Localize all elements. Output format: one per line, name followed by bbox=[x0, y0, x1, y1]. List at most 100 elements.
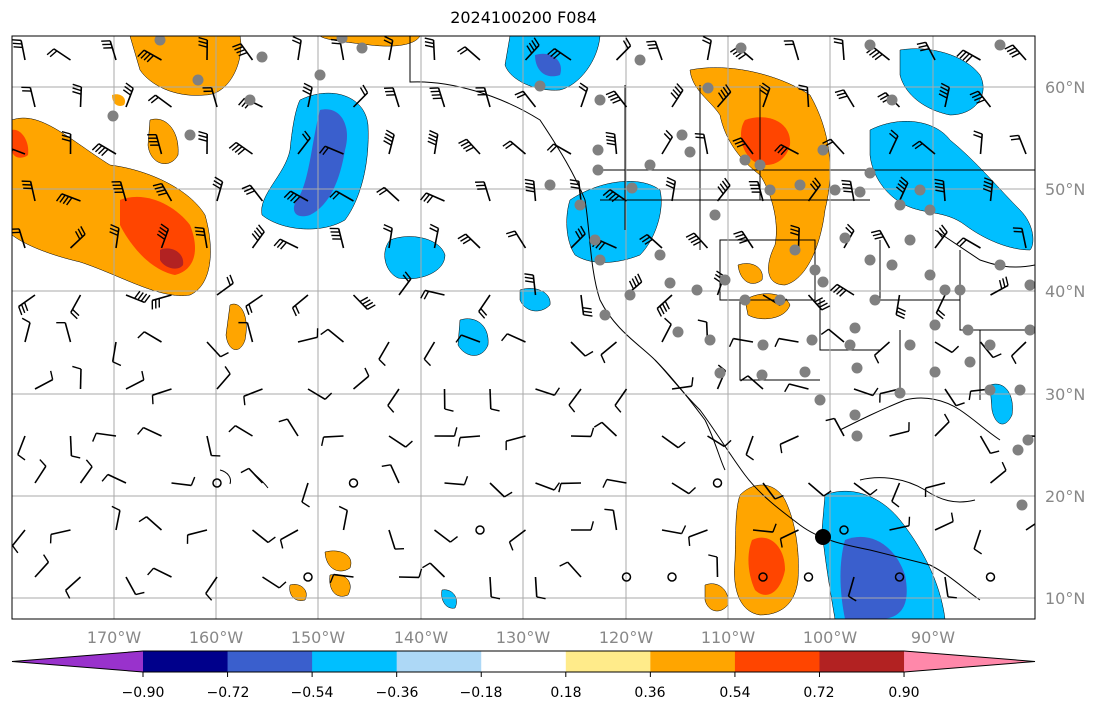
wind-barb-flag bbox=[816, 299, 826, 306]
wind-barb-flag bbox=[688, 487, 697, 495]
wind-barb-flag bbox=[332, 192, 340, 200]
wind-barb-flag bbox=[525, 189, 535, 193]
station-dot bbox=[849, 409, 861, 421]
wind-barb-flag bbox=[1006, 47, 1016, 53]
wind-barb-flag bbox=[463, 143, 472, 150]
wind-barb-flag bbox=[916, 41, 926, 45]
wind-barb bbox=[752, 529, 773, 533]
station-dot bbox=[534, 80, 546, 92]
wind-barb-flag bbox=[383, 223, 393, 229]
wind-barb-flag bbox=[378, 358, 386, 367]
station-dot bbox=[817, 144, 829, 156]
wind-barb bbox=[489, 388, 492, 410]
wind-barb-flag bbox=[553, 52, 561, 60]
wind-barb-flag bbox=[602, 479, 608, 488]
wind-barb-flag bbox=[80, 226, 86, 235]
wind-barb-flag bbox=[159, 226, 168, 234]
wind-barb bbox=[342, 510, 349, 531]
station-dot bbox=[851, 430, 863, 442]
wind-barb-flag bbox=[578, 85, 587, 93]
wind-barb bbox=[323, 435, 344, 438]
lon-tick-label: 130°W bbox=[496, 628, 551, 647]
plot-area bbox=[12, 36, 1035, 619]
wind-barb-flag bbox=[428, 133, 438, 139]
wind-barb-flag bbox=[258, 224, 265, 233]
wind-barb-flag bbox=[423, 290, 430, 300]
wind-barb bbox=[925, 482, 946, 489]
wind-barb-flag bbox=[46, 48, 55, 56]
wind-barb-flag bbox=[973, 130, 983, 135]
wind-barb bbox=[388, 435, 407, 448]
wind-barb bbox=[661, 323, 672, 343]
wind-barb-flag bbox=[663, 132, 671, 141]
wind-barb bbox=[661, 435, 679, 449]
wind-barb-flag bbox=[605, 191, 614, 199]
colorbar-label: −0.90 bbox=[122, 685, 165, 701]
wind-barb-flag bbox=[387, 405, 395, 413]
lat-tick-label: 20°N bbox=[1045, 487, 1085, 506]
wind-barb bbox=[780, 529, 799, 540]
wind-barb-flag bbox=[66, 197, 73, 206]
wind-barb-flag bbox=[109, 231, 119, 236]
wind-barb bbox=[171, 482, 192, 487]
colorbar-label: −0.18 bbox=[460, 685, 503, 701]
wind-barb-flag bbox=[659, 305, 665, 315]
wind-barb bbox=[889, 524, 910, 531]
wind-barb-flag bbox=[94, 145, 103, 153]
wind-barb-flag bbox=[383, 39, 393, 45]
wind-barb-flag bbox=[702, 39, 711, 45]
calm-wind-marker bbox=[803, 572, 814, 582]
station-dot bbox=[984, 339, 996, 351]
station-dot bbox=[964, 356, 976, 368]
wind-barb-flag bbox=[426, 195, 434, 204]
wind-barb-flag bbox=[198, 44, 208, 48]
wind-barb bbox=[125, 576, 137, 595]
wind-barb-flag bbox=[359, 87, 366, 96]
station-dot bbox=[806, 334, 818, 346]
wind-barb-flag bbox=[1005, 276, 1009, 286]
wind-barb-flag bbox=[526, 45, 533, 54]
wind-barb bbox=[12, 148, 26, 155]
calm-wind-marker bbox=[985, 572, 996, 582]
wind-barb-flag bbox=[72, 87, 82, 92]
colorbar-label: −0.72 bbox=[207, 685, 250, 701]
wind-barb-flag bbox=[234, 146, 243, 153]
wind-barb-flag bbox=[292, 39, 301, 45]
wind-barb-flag bbox=[605, 131, 615, 135]
wind-barb-flag bbox=[898, 179, 907, 187]
wind-barb-flag bbox=[959, 51, 967, 59]
wind-barb-flag bbox=[959, 239, 967, 247]
wind-barb-flag bbox=[72, 90, 82, 95]
wind-barb-flag bbox=[897, 183, 906, 190]
wind-barb-flag bbox=[759, 89, 768, 96]
wind-barb-flag bbox=[547, 48, 555, 56]
wind-barb bbox=[423, 341, 436, 360]
wind-barb-flag bbox=[228, 141, 237, 149]
wind-barb-flag bbox=[320, 436, 325, 447]
wind-barb-flag bbox=[18, 306, 23, 316]
lon-tick-label: 140°W bbox=[394, 628, 449, 647]
wind-barb-flag bbox=[595, 240, 603, 249]
wind-barb-flag bbox=[969, 90, 979, 96]
station-dot bbox=[1024, 324, 1035, 336]
station-dot bbox=[592, 164, 604, 176]
wind-barb bbox=[125, 379, 145, 390]
wind-barb-flag bbox=[85, 459, 93, 468]
wind-barb-flag bbox=[424, 44, 435, 48]
wind-barb-flag bbox=[577, 228, 584, 237]
wind-barb-flag bbox=[641, 236, 651, 243]
wind-barb-flag bbox=[49, 50, 58, 58]
wind-barb bbox=[979, 341, 994, 359]
wind-barb-flag bbox=[243, 187, 253, 193]
wind-barb-flag bbox=[677, 441, 686, 449]
wind-barb-flag bbox=[605, 135, 616, 139]
wind-barb-flag bbox=[992, 353, 1002, 359]
wind-barb-flag bbox=[276, 240, 284, 248]
wind-barb bbox=[333, 573, 354, 578]
wind-barb-flag bbox=[670, 92, 678, 100]
station-dot bbox=[691, 284, 703, 296]
wind-barb-flag bbox=[504, 491, 513, 498]
station-dot bbox=[336, 36, 348, 44]
wind-barb-flag bbox=[384, 136, 393, 143]
wind-barb-flag bbox=[478, 311, 486, 319]
